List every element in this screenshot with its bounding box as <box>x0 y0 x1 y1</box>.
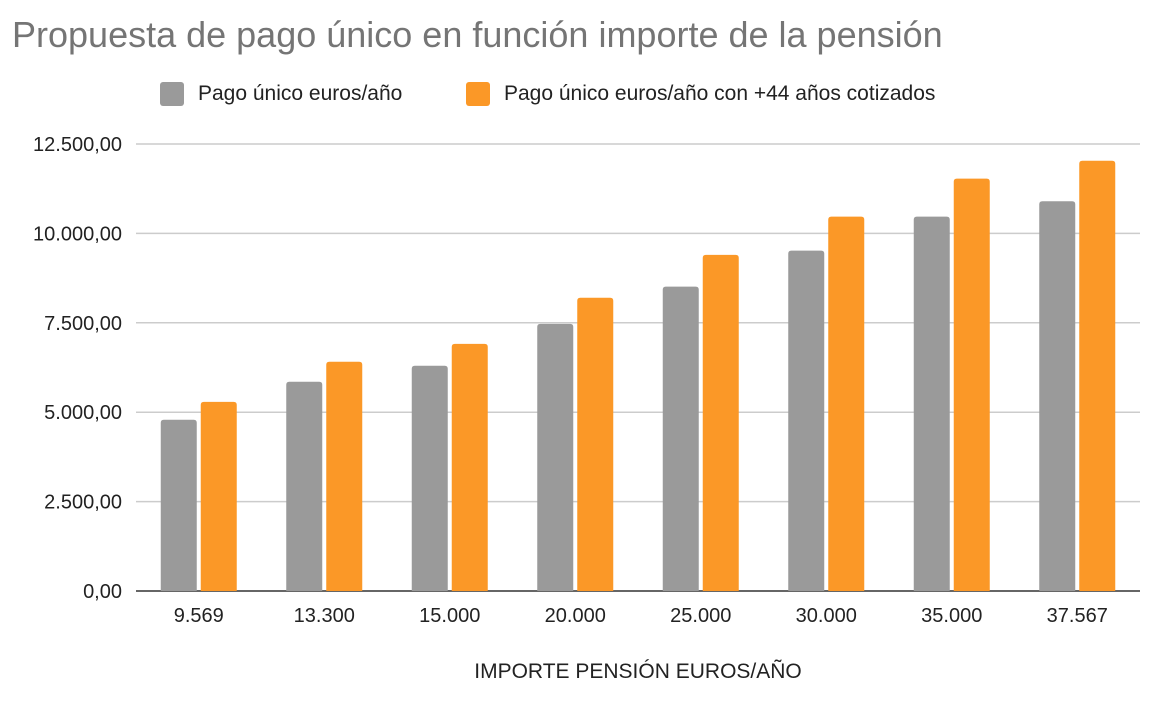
bar-orange-0 <box>200 401 237 591</box>
y-tick-label: 5.000,00 <box>44 402 122 424</box>
legend-label: Pago único euros/año <box>198 82 403 105</box>
legend-item-series-1: Pago único euros/año <box>160 82 402 106</box>
x-axis-label: IMPORTE PENSIÓN EUROS/AÑO <box>474 660 802 683</box>
bar-orange-6 <box>953 178 990 591</box>
bar-gray-5 <box>788 250 825 591</box>
bar-gray-7 <box>1039 201 1076 591</box>
legend-swatch-gray <box>160 82 184 106</box>
bar-gray-0 <box>160 419 197 591</box>
bar-gray-3 <box>537 323 574 591</box>
x-tick-label: 25.000 <box>670 605 731 627</box>
x-tick-label: 30.000 <box>796 605 857 627</box>
bar-orange-7 <box>1079 160 1116 592</box>
y-tick-label: 0,00 <box>83 581 122 603</box>
bar-gray-1 <box>286 381 323 591</box>
bar-orange-1 <box>326 361 363 591</box>
chart-title: Propuesta de pago único en función impor… <box>12 14 943 55</box>
x-tick-label: 13.300 <box>294 605 355 627</box>
bar-orange-3 <box>577 297 614 591</box>
y-tick-label: 12.500,00 <box>33 134 122 156</box>
bar-gray-2 <box>411 365 448 591</box>
bar-gray-6 <box>913 216 950 591</box>
x-tick-label: 35.000 <box>921 605 982 627</box>
bar-orange-2 <box>451 343 488 591</box>
y-tick-label: 2.500,00 <box>44 492 122 514</box>
bar-orange-4 <box>702 254 739 591</box>
x-tick-label: 37.567 <box>1047 605 1108 627</box>
y-tick-label: 10.000,00 <box>33 223 122 245</box>
legend-swatch-orange <box>466 82 490 106</box>
x-tick-label: 20.000 <box>545 605 606 627</box>
legend-label: Pago único euros/año con +44 años cotiza… <box>504 82 936 105</box>
x-tick-label: 15.000 <box>419 605 480 627</box>
bar-gray-4 <box>662 286 699 591</box>
x-tick-label: 9.569 <box>174 605 224 627</box>
bar-orange-5 <box>828 216 865 591</box>
legend-item-series-2: Pago único euros/año con +44 años cotiza… <box>466 82 935 106</box>
y-tick-label: 7.500,00 <box>44 313 122 335</box>
